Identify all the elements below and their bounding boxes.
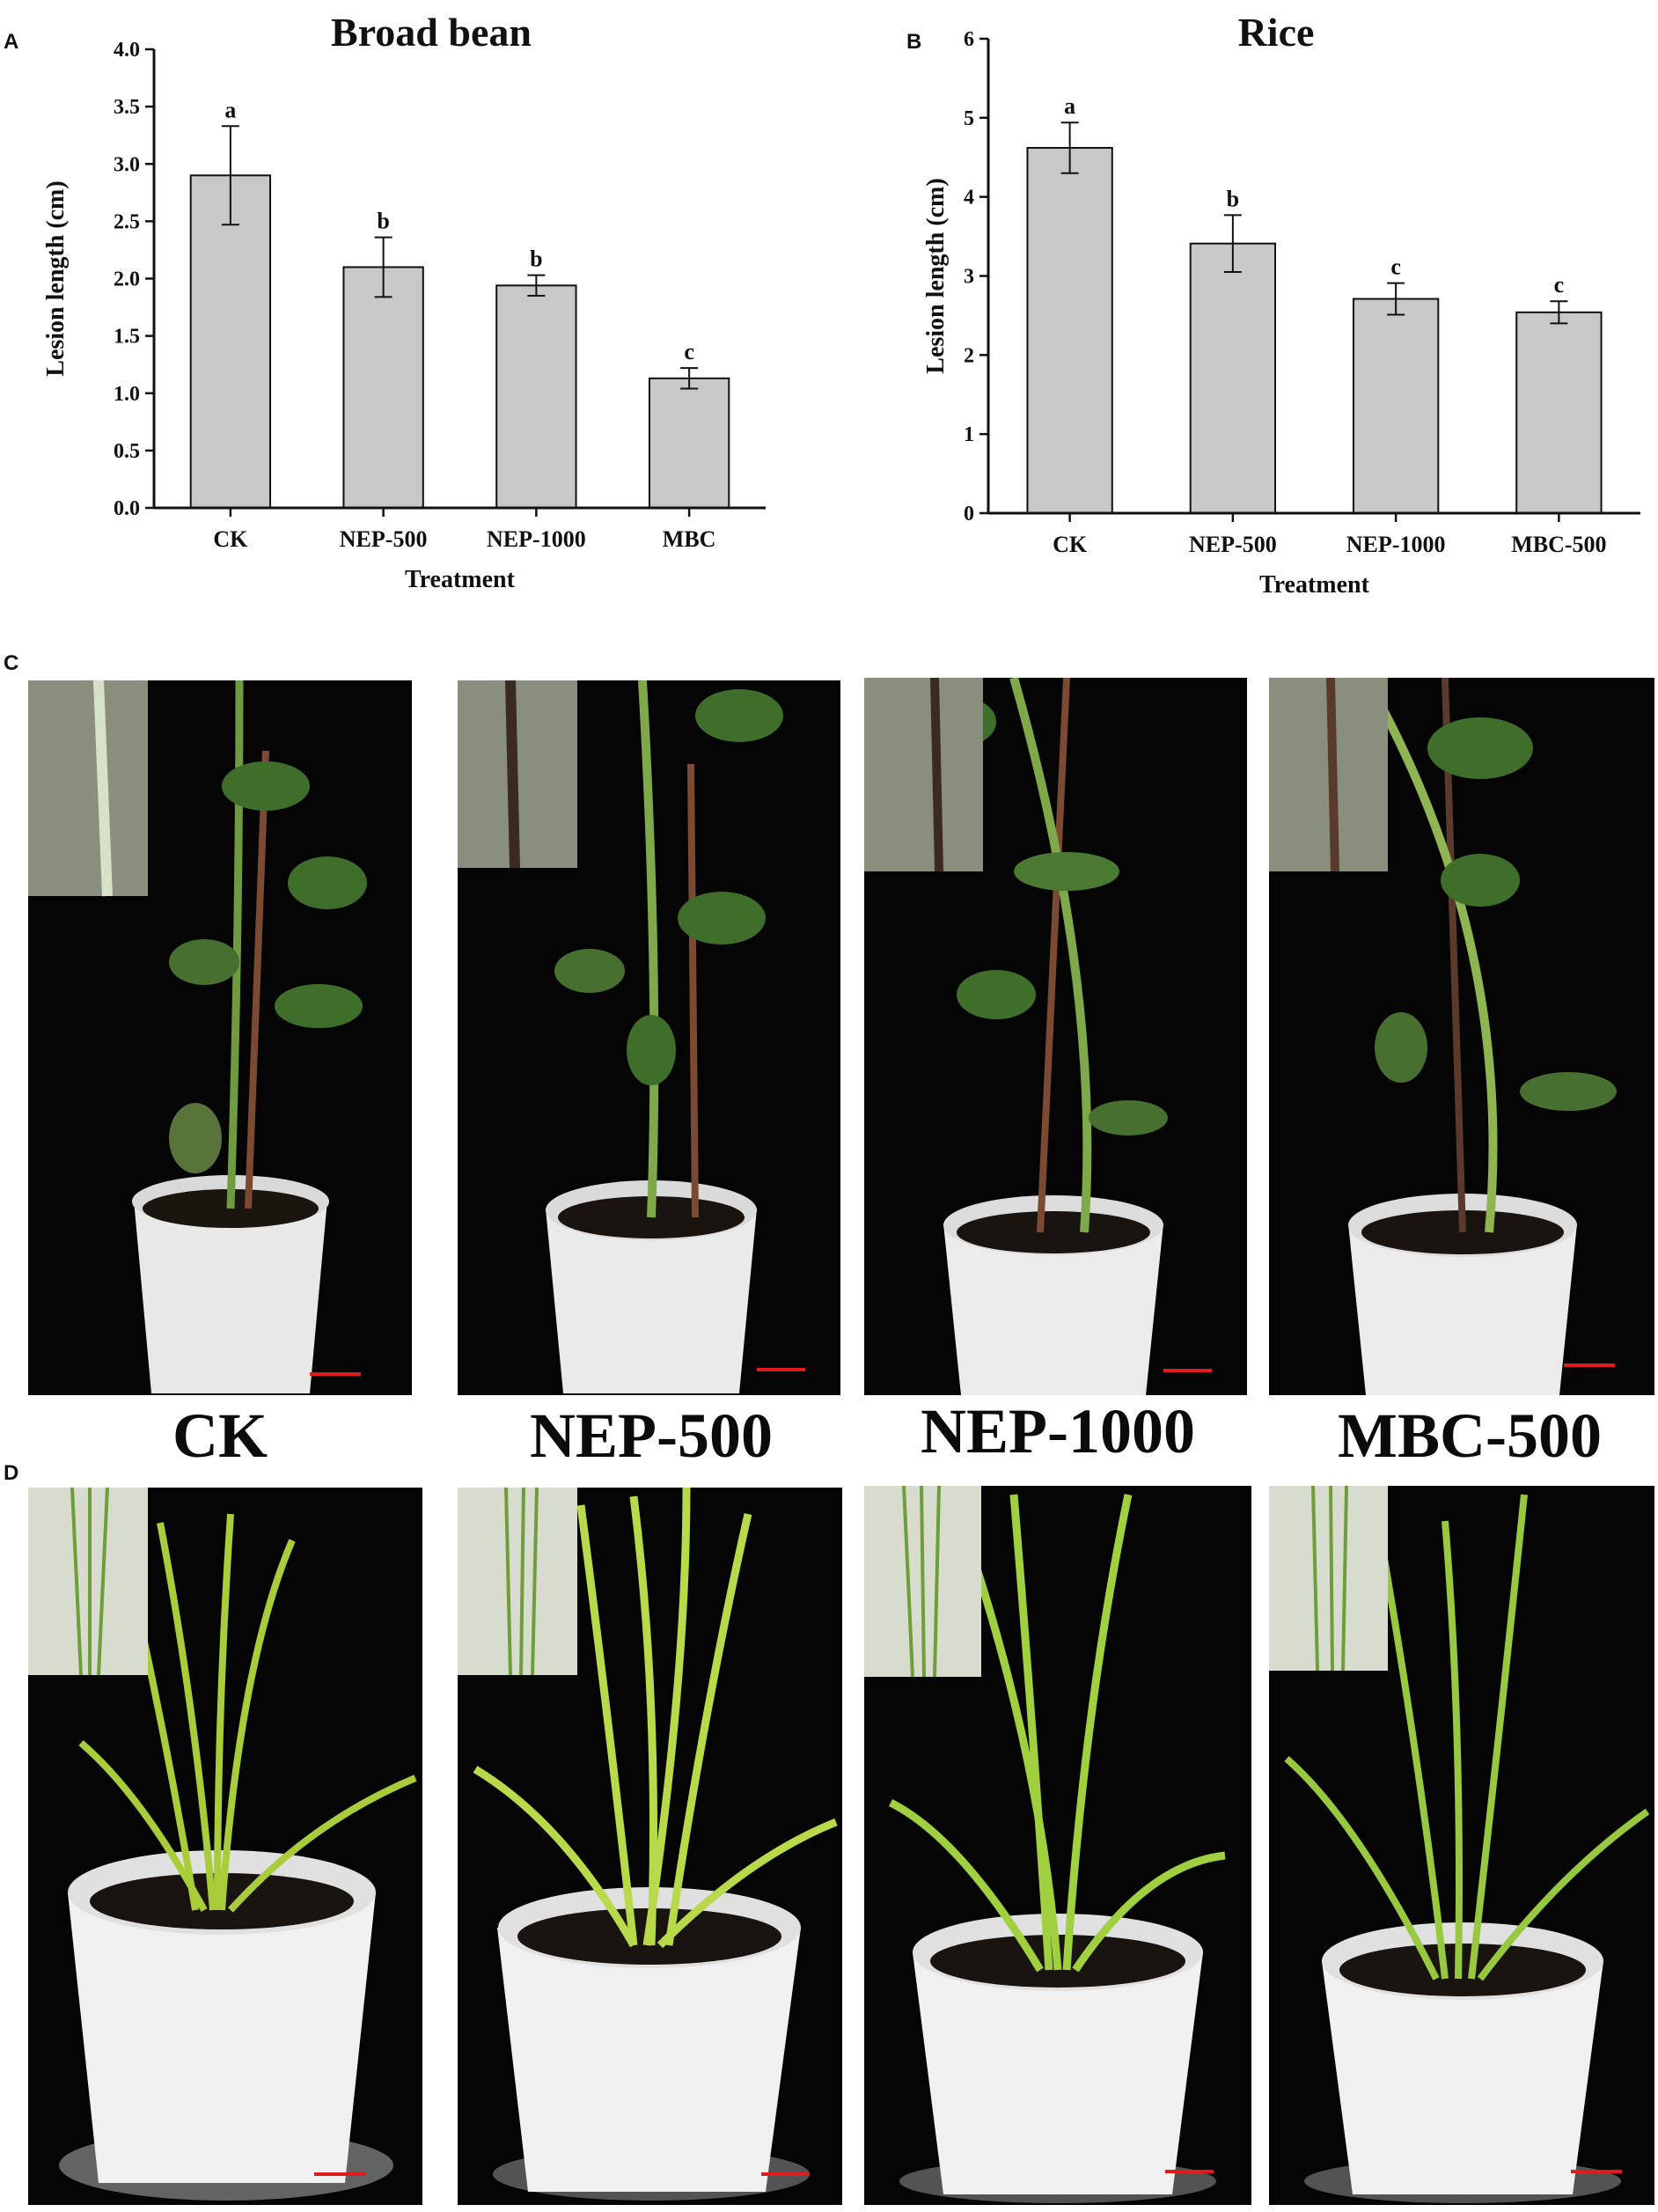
bar bbox=[1026, 146, 1113, 514]
bar bbox=[342, 266, 424, 509]
bar bbox=[1189, 242, 1277, 514]
scale-bar bbox=[761, 2172, 810, 2176]
bar bbox=[1515, 311, 1603, 514]
chart-rice: Rice 0 1 2 3 4 5 6 a CK b NEP-500 c NEP-1000 c MBC-500 T… bbox=[922, 10, 1640, 599]
significance-letter: b bbox=[377, 209, 389, 234]
y-tick-label: 5 bbox=[964, 107, 974, 130]
y-tick-label: 1 bbox=[964, 423, 974, 446]
y-tick-label: 2 bbox=[964, 344, 974, 367]
y-axis-label: Lesion length (cm) bbox=[42, 180, 70, 376]
scale-bar bbox=[1571, 2170, 1622, 2173]
photo-rice-nep-500 bbox=[458, 1488, 842, 2205]
significance-letter: b bbox=[530, 246, 542, 272]
y-tick-label: 0 bbox=[964, 503, 974, 525]
bar bbox=[1352, 298, 1440, 514]
rice-plant-illustration bbox=[864, 1486, 1251, 2205]
photo-broad-bean-ck bbox=[28, 680, 412, 1395]
scale-bar bbox=[314, 2172, 365, 2176]
panel-letter-a: A bbox=[4, 30, 19, 54]
significance-letter: c bbox=[1390, 254, 1401, 280]
broad-bean-plant-illustration bbox=[458, 680, 840, 1395]
x-tick-label: MBC-500 bbox=[1511, 532, 1606, 557]
broad-bean-plant-illustration bbox=[1269, 678, 1654, 1395]
photo-broad-bean-nep-500 bbox=[458, 680, 840, 1395]
x-axis-label: Treatment bbox=[405, 566, 516, 593]
y-tick-label: 2.5 bbox=[114, 210, 140, 233]
rice-plant-illustration bbox=[1269, 1486, 1654, 2205]
caption-nep-1000: NEP-1000 bbox=[921, 1396, 1195, 1466]
x-tick-label: CK bbox=[213, 526, 248, 552]
y-tick-label: 4 bbox=[964, 187, 974, 209]
significance-letter: c bbox=[684, 339, 694, 364]
rice-plant-illustration bbox=[458, 1488, 842, 2205]
x-axis-label: Treatment bbox=[1259, 571, 1370, 599]
caption-nep-500: NEP-500 bbox=[530, 1400, 773, 1471]
x-tick-label: NEP-1000 bbox=[487, 526, 586, 552]
scale-bar bbox=[310, 1372, 361, 1376]
y-tick-label: 1.0 bbox=[114, 383, 140, 406]
y-tick-label: 3.0 bbox=[114, 153, 140, 176]
y-tick-label: 0.0 bbox=[114, 497, 140, 520]
x-tick-label: CK bbox=[1053, 532, 1088, 557]
x-tick-label: NEP-500 bbox=[1189, 532, 1277, 557]
y-axis-label: Lesion length (cm) bbox=[922, 178, 950, 373]
significance-letter: c bbox=[1554, 272, 1565, 298]
y-tick-label: 3 bbox=[964, 266, 974, 289]
panel-letter-d: D bbox=[4, 1461, 19, 1485]
photo-broad-bean-mbc-500 bbox=[1269, 678, 1654, 1395]
panel-letter-c: C bbox=[4, 651, 19, 675]
y-tick-label: 1.5 bbox=[114, 326, 140, 349]
x-tick-label: NEP-500 bbox=[340, 526, 428, 552]
chart-broad-bean: Broad bean 0.0 0.5 1.0 1.5 2.0 2.5 3.0 3.5 4.0 a CK… bbox=[42, 10, 766, 593]
y-tick-label: 3.5 bbox=[114, 96, 140, 119]
significance-letter: a bbox=[224, 97, 236, 122]
y-tick-label: 0.5 bbox=[114, 440, 140, 463]
significance-letter: a bbox=[1064, 93, 1075, 119]
broad-bean-plant-illustration bbox=[28, 680, 412, 1395]
y-tick-label: 4.0 bbox=[114, 39, 140, 62]
bar bbox=[189, 174, 272, 509]
x-tick-label: NEP-1000 bbox=[1346, 532, 1446, 557]
photo-rice-nep-1000 bbox=[864, 1486, 1251, 2205]
x-tick-label: MBC bbox=[663, 526, 716, 552]
broad-bean-plant-illustration bbox=[864, 678, 1247, 1395]
y-tick-label: 6 bbox=[964, 28, 974, 51]
panel-letter-b: B bbox=[906, 30, 922, 54]
photo-rice-ck bbox=[28, 1488, 422, 2205]
scale-bar bbox=[1564, 1363, 1615, 1367]
chart-title: Broad bean bbox=[331, 10, 532, 55]
photo-rice-mbc-500 bbox=[1269, 1486, 1654, 2205]
caption-ck: CK bbox=[172, 1400, 268, 1471]
y-tick-label: 2.0 bbox=[114, 268, 140, 291]
photo-broad-bean-nep-1000 bbox=[864, 678, 1247, 1395]
bar bbox=[495, 284, 577, 509]
rice-plant-illustration bbox=[28, 1488, 422, 2205]
scale-bar bbox=[1165, 2170, 1214, 2173]
caption-mbc-500: MBC-500 bbox=[1338, 1400, 1602, 1471]
bar bbox=[648, 377, 730, 509]
scale-bar bbox=[1163, 1369, 1212, 1372]
scale-bar bbox=[757, 1368, 805, 1371]
significance-letter: b bbox=[1227, 186, 1239, 211]
chart-title: Rice bbox=[1238, 10, 1315, 55]
